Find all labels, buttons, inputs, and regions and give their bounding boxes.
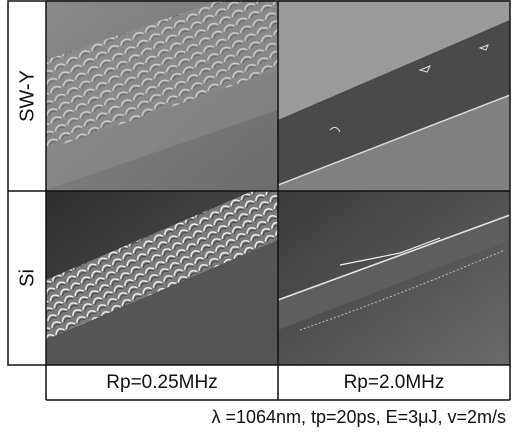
page: SW-Y Si Rp=0.25MHz Rp=2.0MHz λ =1064nm, …	[0, 0, 512, 433]
column-label: Rp=2.0MHz	[344, 372, 445, 393]
sem-image	[278, 191, 510, 365]
row-label: Si	[16, 269, 38, 287]
figure: SW-Y Si Rp=0.25MHz Rp=2.0MHz λ =1064nm, …	[0, 0, 512, 433]
caption: λ =1064nm, tp=20ps, E=3μJ, v=2m/s	[211, 407, 506, 427]
sem-image	[46, 180, 278, 365]
sem-image	[46, 0, 278, 191]
column-label: Rp=0.25MHz	[106, 372, 217, 393]
row-label: SW-Y	[16, 70, 38, 122]
sem-image	[278, 0, 510, 191]
